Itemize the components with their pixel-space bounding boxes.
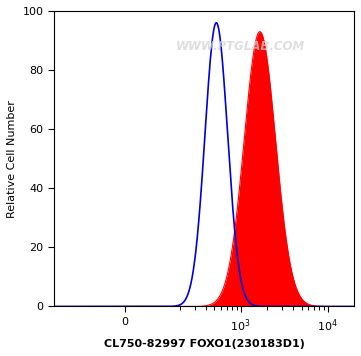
Y-axis label: Relative Cell Number: Relative Cell Number [7, 100, 17, 218]
X-axis label: CL750-82997 FOXO1(230183D1): CL750-82997 FOXO1(230183D1) [104, 339, 304, 349]
Text: WWW.PTGLAB.COM: WWW.PTGLAB.COM [175, 40, 305, 53]
